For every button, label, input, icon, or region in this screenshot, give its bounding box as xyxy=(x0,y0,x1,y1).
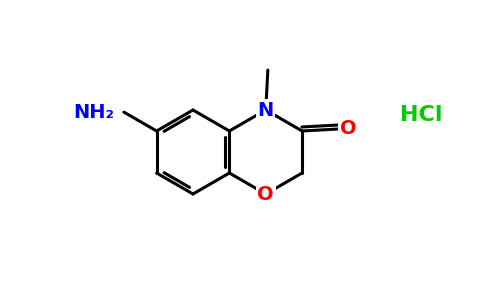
Text: NH₂: NH₂ xyxy=(73,103,114,122)
Text: O: O xyxy=(257,184,274,203)
Text: HCl: HCl xyxy=(400,105,442,125)
Text: O: O xyxy=(340,119,356,138)
Text: N: N xyxy=(257,100,274,119)
